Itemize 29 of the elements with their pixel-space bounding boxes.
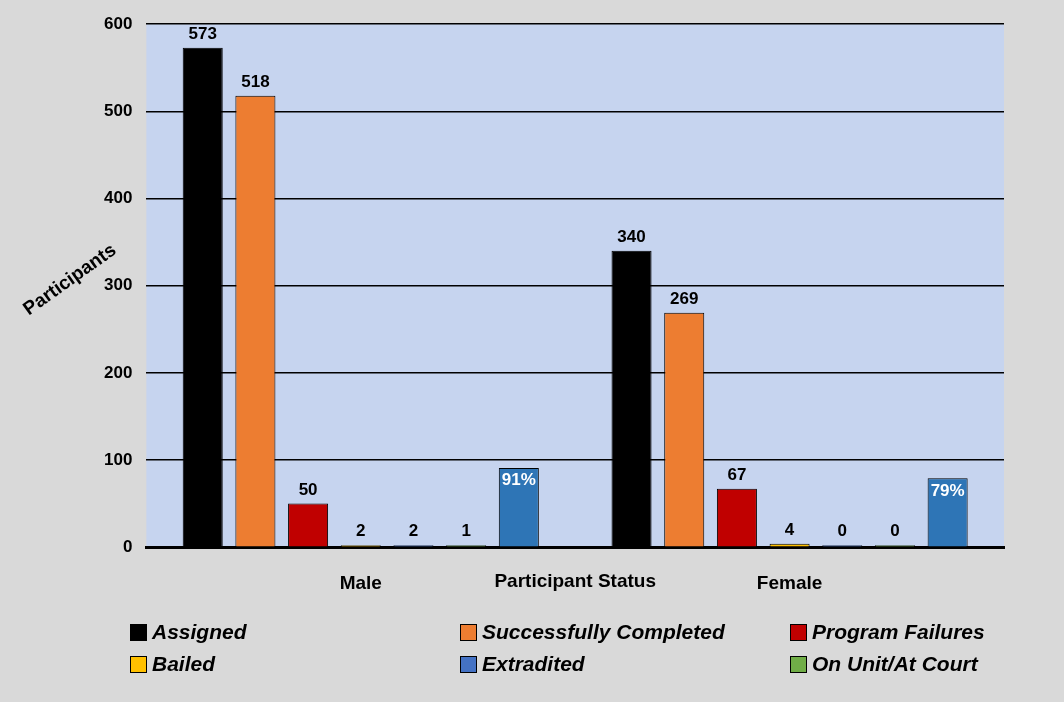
data-label: 0 bbox=[837, 521, 848, 541]
y-tick-label: 600 bbox=[103, 13, 133, 33]
legend-label: Assigned bbox=[152, 620, 247, 644]
data-label: 2 bbox=[356, 521, 366, 541]
x-tick-label: Male bbox=[339, 571, 382, 593]
x-tick-label: Female bbox=[756, 571, 823, 593]
data-label: 0 bbox=[890, 521, 900, 541]
legend-label: Successfully Completed bbox=[482, 620, 725, 644]
data-label: 573 bbox=[188, 23, 217, 43]
legend-label: Extradited bbox=[482, 652, 585, 676]
data-label: 67 bbox=[727, 464, 747, 484]
y-tick-label: 0 bbox=[122, 536, 133, 556]
y-tick-label: 100 bbox=[103, 449, 133, 469]
data-label: 518 bbox=[241, 71, 270, 91]
y-tick-label: 400 bbox=[103, 188, 133, 208]
data-label: 1 bbox=[461, 521, 471, 541]
legend-label: On Unit/At Court bbox=[812, 652, 978, 676]
legend-label: Bailed bbox=[152, 652, 216, 676]
data-label: 269 bbox=[670, 288, 699, 308]
data-label: 91% bbox=[501, 470, 536, 490]
data-label: 340 bbox=[617, 227, 646, 247]
x-axis-title: Participant Status bbox=[494, 570, 656, 592]
data-label: 2 bbox=[408, 521, 419, 541]
data-label: 50 bbox=[298, 479, 318, 499]
y-tick-label: 200 bbox=[103, 362, 133, 382]
data-label: 4 bbox=[784, 519, 795, 539]
y-tick-label: 500 bbox=[103, 101, 133, 121]
data-label: 79% bbox=[930, 480, 965, 500]
legend-label: Program Failures bbox=[812, 620, 985, 644]
